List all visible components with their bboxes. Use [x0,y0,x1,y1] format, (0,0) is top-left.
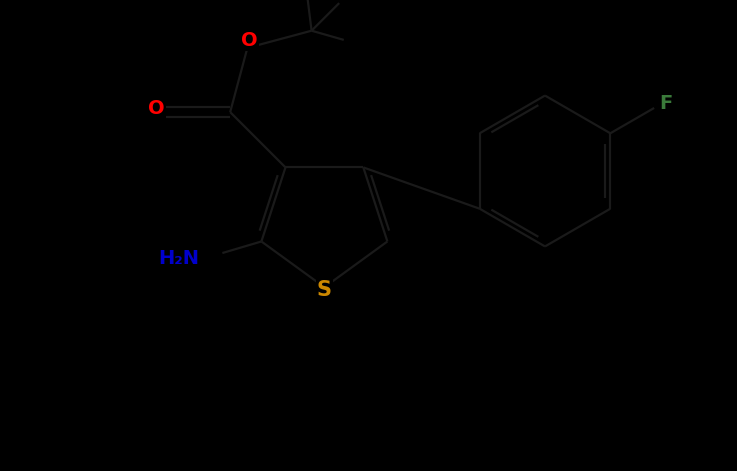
Text: H₂N: H₂N [158,249,200,268]
Text: F: F [660,95,673,114]
Text: O: O [241,32,258,50]
Text: S: S [317,280,332,300]
Text: O: O [148,98,165,118]
